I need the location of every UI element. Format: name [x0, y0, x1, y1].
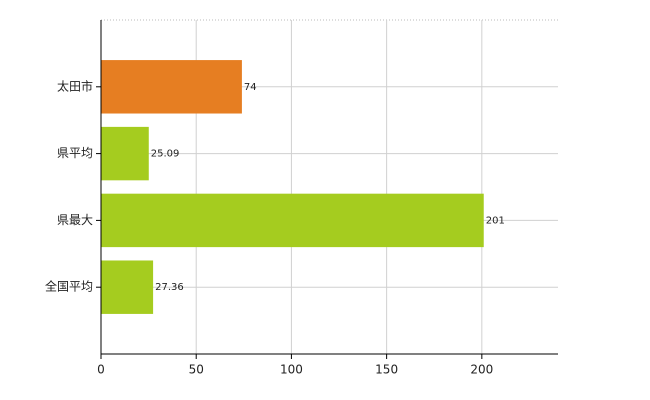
x-tick-label: 0: [97, 363, 105, 377]
value-label: 27.36: [155, 282, 184, 293]
x-tick-label: 150: [375, 363, 398, 377]
value-label: 201: [486, 215, 505, 226]
value-label: 74: [244, 82, 257, 93]
value-label: 25.09: [151, 149, 180, 160]
y-tick-label: 県最大: [57, 213, 93, 227]
y-tick-label: 全国平均: [45, 279, 93, 294]
bar: [101, 260, 154, 314]
bar: [101, 60, 242, 114]
x-tick-label: 200: [470, 363, 493, 377]
bar: [101, 126, 149, 181]
x-tick-label: 50: [189, 363, 204, 377]
y-tick-label: 太田市: [57, 78, 93, 93]
bar: [101, 193, 484, 248]
y-tick-label: 県平均: [57, 146, 93, 160]
x-tick-label: 100: [280, 363, 303, 377]
